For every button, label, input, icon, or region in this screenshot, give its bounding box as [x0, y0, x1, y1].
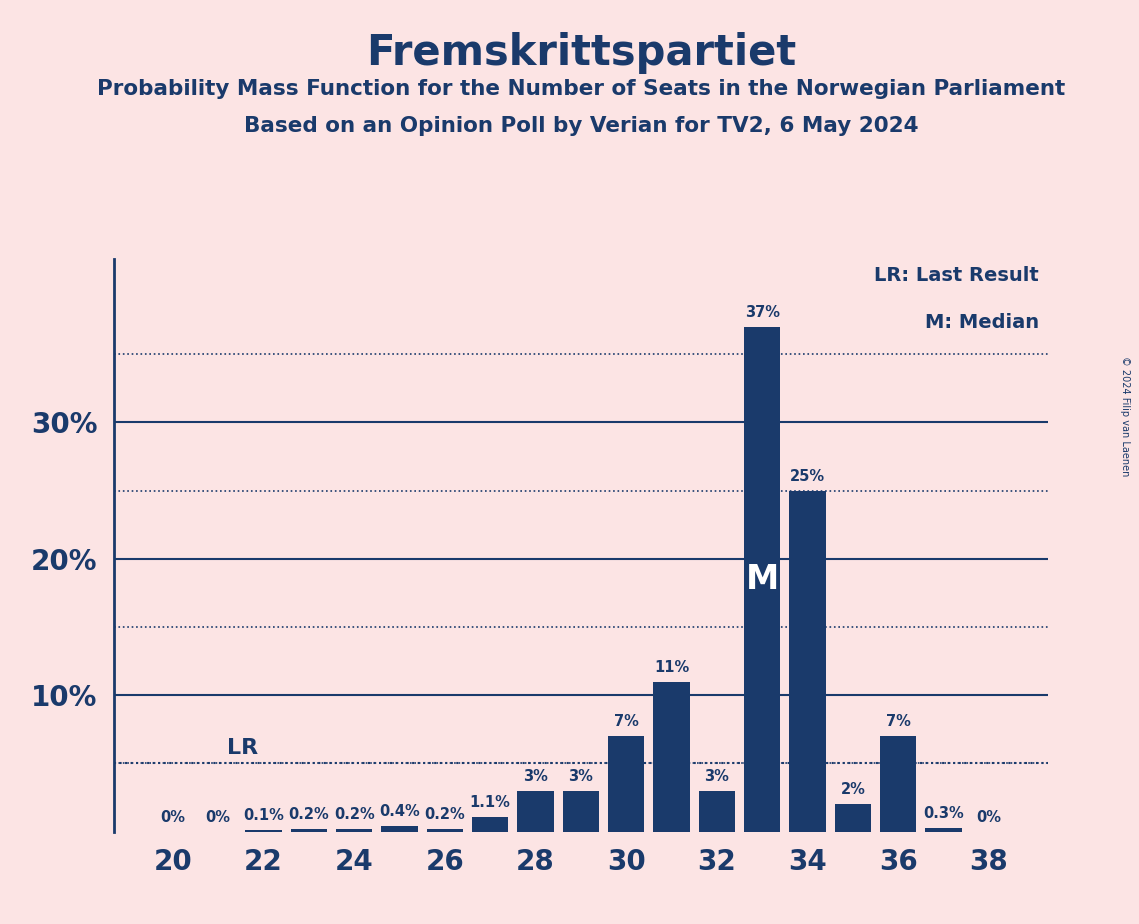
Text: 0%: 0% — [976, 809, 1001, 825]
Text: 25%: 25% — [790, 468, 825, 484]
Text: 0.2%: 0.2% — [334, 807, 375, 822]
Bar — [608, 736, 645, 832]
Text: 2%: 2% — [841, 783, 866, 797]
Text: 0.2%: 0.2% — [288, 807, 329, 822]
Text: 0.1%: 0.1% — [243, 808, 284, 823]
Text: LR: LR — [228, 738, 259, 758]
Text: 7%: 7% — [614, 714, 639, 729]
Bar — [290, 829, 327, 832]
Bar — [336, 829, 372, 832]
Bar — [654, 682, 690, 832]
Bar — [835, 804, 871, 832]
Bar — [744, 327, 780, 832]
Bar — [789, 491, 826, 832]
Text: M: Median: M: Median — [925, 313, 1039, 333]
Bar — [245, 831, 281, 832]
Text: LR: Last Result: LR: Last Result — [874, 265, 1039, 285]
Bar — [472, 817, 508, 832]
Text: © 2024 Filip van Laenen: © 2024 Filip van Laenen — [1121, 356, 1130, 476]
Text: 3%: 3% — [704, 769, 729, 784]
Text: 7%: 7% — [886, 714, 911, 729]
Text: Probability Mass Function for the Number of Seats in the Norwegian Parliament: Probability Mass Function for the Number… — [97, 79, 1065, 99]
Text: Fremskrittspartiet: Fremskrittspartiet — [366, 32, 796, 74]
Bar — [517, 791, 554, 832]
Bar — [698, 791, 735, 832]
Text: 3%: 3% — [523, 769, 548, 784]
Text: Based on an Opinion Poll by Verian for TV2, 6 May 2024: Based on an Opinion Poll by Verian for T… — [244, 116, 918, 136]
Bar — [926, 828, 961, 832]
Text: 0%: 0% — [206, 809, 231, 825]
Text: 0.4%: 0.4% — [379, 804, 420, 820]
Text: 0.2%: 0.2% — [425, 807, 465, 822]
Bar — [382, 826, 418, 832]
Bar — [563, 791, 599, 832]
Bar — [880, 736, 917, 832]
Text: 0.3%: 0.3% — [924, 806, 964, 821]
Text: 3%: 3% — [568, 769, 593, 784]
Text: M: M — [746, 563, 779, 596]
Text: 11%: 11% — [654, 660, 689, 675]
Text: 0%: 0% — [161, 809, 186, 825]
Bar — [427, 829, 464, 832]
Text: 37%: 37% — [745, 305, 780, 320]
Text: 1.1%: 1.1% — [469, 795, 510, 809]
